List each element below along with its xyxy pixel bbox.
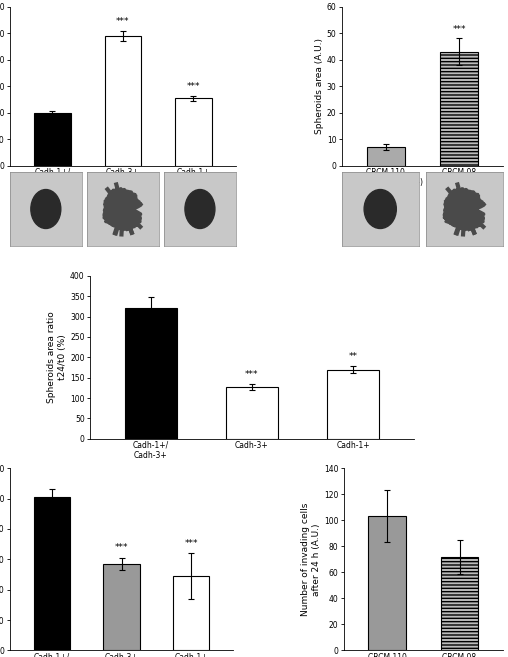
Y-axis label: Number of invading cells
after 24 h (A.U.): Number of invading cells after 24 h (A.U… — [301, 503, 321, 616]
Bar — [34, 112, 71, 166]
Polygon shape — [103, 188, 142, 231]
Ellipse shape — [185, 189, 215, 229]
Bar — [368, 516, 406, 650]
Ellipse shape — [364, 189, 396, 229]
Text: ***: *** — [115, 543, 129, 553]
Y-axis label: Spheroids area ratio
t24/t0 (%): Spheroids area ratio t24/t0 (%) — [47, 311, 67, 403]
Bar — [175, 99, 212, 166]
Ellipse shape — [31, 189, 61, 229]
Bar — [367, 147, 405, 166]
Bar — [34, 497, 70, 650]
Bar — [104, 564, 140, 650]
Bar — [441, 556, 479, 650]
Text: ***: *** — [116, 17, 130, 26]
Bar — [105, 35, 141, 166]
Text: ***: *** — [245, 371, 259, 379]
Text: ***: *** — [186, 82, 200, 91]
Y-axis label: Spheroids area (A.U.): Spheroids area (A.U.) — [315, 38, 324, 134]
Bar — [226, 387, 278, 439]
Bar — [173, 576, 209, 650]
Text: ***: *** — [184, 539, 198, 548]
Bar — [327, 369, 379, 439]
Bar — [124, 308, 177, 439]
Polygon shape — [443, 188, 486, 231]
Bar — [440, 52, 478, 166]
Text: **: ** — [348, 352, 358, 361]
Text: ***: *** — [452, 24, 466, 34]
